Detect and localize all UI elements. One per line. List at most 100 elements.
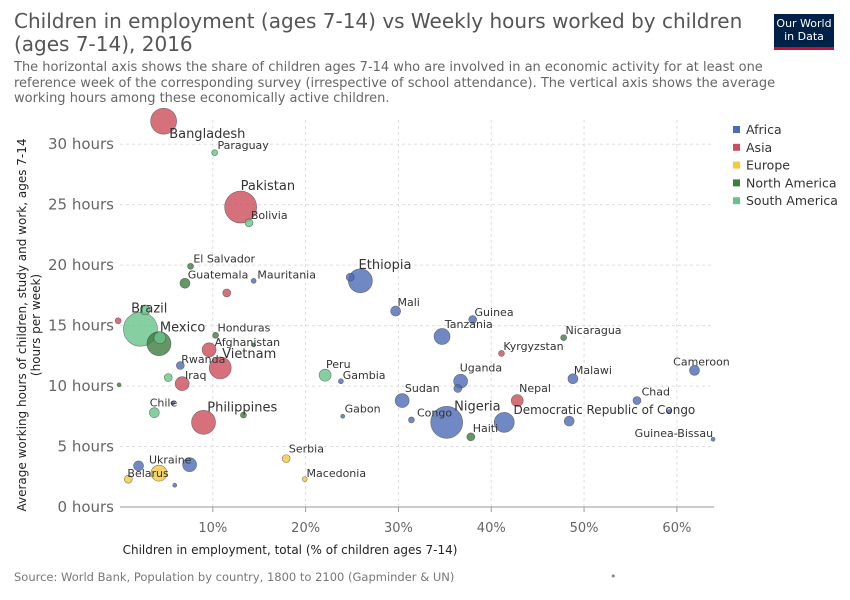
- x-tick-label: 20%: [291, 521, 320, 536]
- point-unlabeled[interactable]: [163, 373, 173, 382]
- point-label: Mauritania: [257, 268, 316, 281]
- y-tick-label: 5 hours: [58, 438, 115, 456]
- legend-item[interactable]: North America: [746, 175, 837, 190]
- point-chad[interactable]: [632, 396, 642, 405]
- y-tick-label: 15 hours: [48, 317, 114, 335]
- point-tanzania[interactable]: [433, 328, 451, 345]
- point-unlabeled[interactable]: [251, 342, 256, 348]
- point-guinea-bassau[interactable]: [710, 436, 716, 442]
- y-axis-label-line-1: Average working hours of children, study…: [15, 138, 29, 511]
- point-sudan[interactable]: [394, 393, 410, 408]
- point-democratic-republic-of-congo[interactable]: [493, 412, 515, 433]
- x-axis-label: Children in employment, total (% of chil…: [123, 543, 458, 557]
- legend-item[interactable]: Asia: [746, 140, 772, 155]
- point-nigeria[interactable]: [430, 406, 464, 439]
- point-unlabeled[interactable]: [222, 288, 232, 298]
- point-nepal[interactable]: [510, 394, 524, 407]
- point-unlabeled[interactable]: [563, 415, 575, 427]
- x-tick-label: 40%: [477, 521, 506, 536]
- point-label: Chile: [150, 397, 178, 410]
- point-label: Serbia: [289, 443, 324, 456]
- legend-item[interactable]: South America: [746, 193, 838, 208]
- point-el-salvador[interactable]: [187, 263, 194, 270]
- legend-item[interactable]: Africa: [746, 122, 782, 137]
- point-unlabeled[interactable]: [345, 272, 355, 282]
- point-mauritania[interactable]: [250, 278, 257, 284]
- point-label: Gabon: [345, 403, 381, 416]
- point-unlabeled[interactable]: [667, 409, 672, 414]
- point-serbia[interactable]: [281, 454, 291, 463]
- point-guinea[interactable]: [468, 315, 477, 324]
- point-chile[interactable]: [149, 407, 160, 418]
- point-unlabeled[interactable]: [133, 460, 144, 472]
- point-unlabeled[interactable]: [116, 382, 122, 388]
- point-label: Gambia: [343, 369, 386, 382]
- legend-swatch: [733, 161, 740, 169]
- point-unlabeled[interactable]: [114, 317, 122, 325]
- chart-subtitle: The horizontal axis shows the share of c…: [14, 60, 776, 106]
- point-label: Mexico: [160, 321, 205, 336]
- point-unlabeled[interactable]: [124, 474, 133, 484]
- point-kyrgyzstan[interactable]: [498, 350, 505, 357]
- point-paraguay[interactable]: [211, 149, 218, 156]
- point-unlabeled[interactable]: [172, 482, 178, 488]
- point-label: Iraq: [185, 369, 207, 382]
- point-pakistan[interactable]: [224, 190, 257, 224]
- point-congo[interactable]: [408, 416, 415, 424]
- x-tick-label: 50%: [570, 521, 599, 536]
- logo-line-1: Our World: [776, 17, 832, 30]
- y-tick-label: 10 hours: [48, 377, 114, 395]
- point-peru[interactable]: [318, 368, 332, 382]
- point-label: Vietnam: [222, 347, 276, 362]
- point-label: Nigeria: [454, 399, 501, 414]
- point-unlabeled[interactable]: [153, 331, 167, 344]
- point-afghanistan[interactable]: [201, 342, 217, 358]
- legend-swatch: [733, 197, 740, 205]
- point-unlabeled[interactable]: [453, 384, 463, 393]
- point-malawi[interactable]: [567, 373, 579, 385]
- point-label: Nepal: [519, 382, 551, 395]
- point-label: Ethiopia: [359, 258, 412, 273]
- point-unlabeled[interactable]: [170, 400, 176, 406]
- point-label: Belarus: [127, 467, 169, 480]
- point-vietnam[interactable]: [208, 356, 232, 380]
- legend-swatch: [733, 126, 740, 133]
- point-unlabeled[interactable]: [139, 304, 151, 316]
- point-ukraine[interactable]: [182, 457, 197, 472]
- y-tick-label: 25 hours: [48, 196, 114, 214]
- point-haiti[interactable]: [466, 432, 476, 442]
- owid-logo[interactable]: Our World in Data: [774, 14, 834, 50]
- point-label: Guinea-Bissau: [635, 427, 713, 440]
- x-tick-label: 10%: [198, 521, 227, 536]
- point-guatemala[interactable]: [179, 277, 191, 289]
- point-mali[interactable]: [390, 305, 401, 317]
- point-gabon[interactable]: [340, 413, 346, 419]
- point-label: Congo: [417, 406, 452, 419]
- x-axis-ticks: 10% 20% 30% 40% 50% 60%: [198, 507, 691, 536]
- point-belarus[interactable]: [150, 464, 168, 482]
- point-label: Bangladesh: [169, 127, 245, 142]
- point-philippines[interactable]: [191, 410, 216, 435]
- point-nicaragua[interactable]: [560, 334, 567, 341]
- point-bangladesh[interactable]: [150, 107, 177, 135]
- point-label: Ukraine: [149, 453, 192, 466]
- point-label: Peru: [326, 358, 351, 371]
- point-rwanda[interactable]: [176, 361, 185, 370]
- point-iraq[interactable]: [174, 376, 190, 391]
- legend-item[interactable]: Europe: [746, 158, 790, 173]
- point-honduras[interactable]: [212, 331, 219, 339]
- point-cameroon[interactable]: [689, 365, 700, 376]
- point-label: Pakistan: [241, 179, 295, 194]
- point-gambia[interactable]: [338, 378, 344, 385]
- point-unlabeled[interactable]: [240, 411, 247, 419]
- data-points: [114, 107, 716, 488]
- logo-line-2: in Data: [784, 30, 824, 43]
- grid-lines: [120, 120, 714, 508]
- source-note: Source: World Bank, Population by countr…: [14, 570, 455, 584]
- y-tick-label: 30 hours: [48, 135, 114, 153]
- point-bolivia[interactable]: [244, 218, 254, 228]
- point-label: Afghanistan: [215, 336, 281, 349]
- point-macedonia[interactable]: [301, 476, 308, 482]
